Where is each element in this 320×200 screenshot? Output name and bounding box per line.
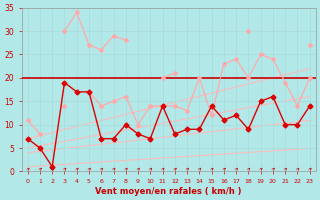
X-axis label: Vent moyen/en rafales ( km/h ): Vent moyen/en rafales ( km/h ) xyxy=(95,187,242,196)
